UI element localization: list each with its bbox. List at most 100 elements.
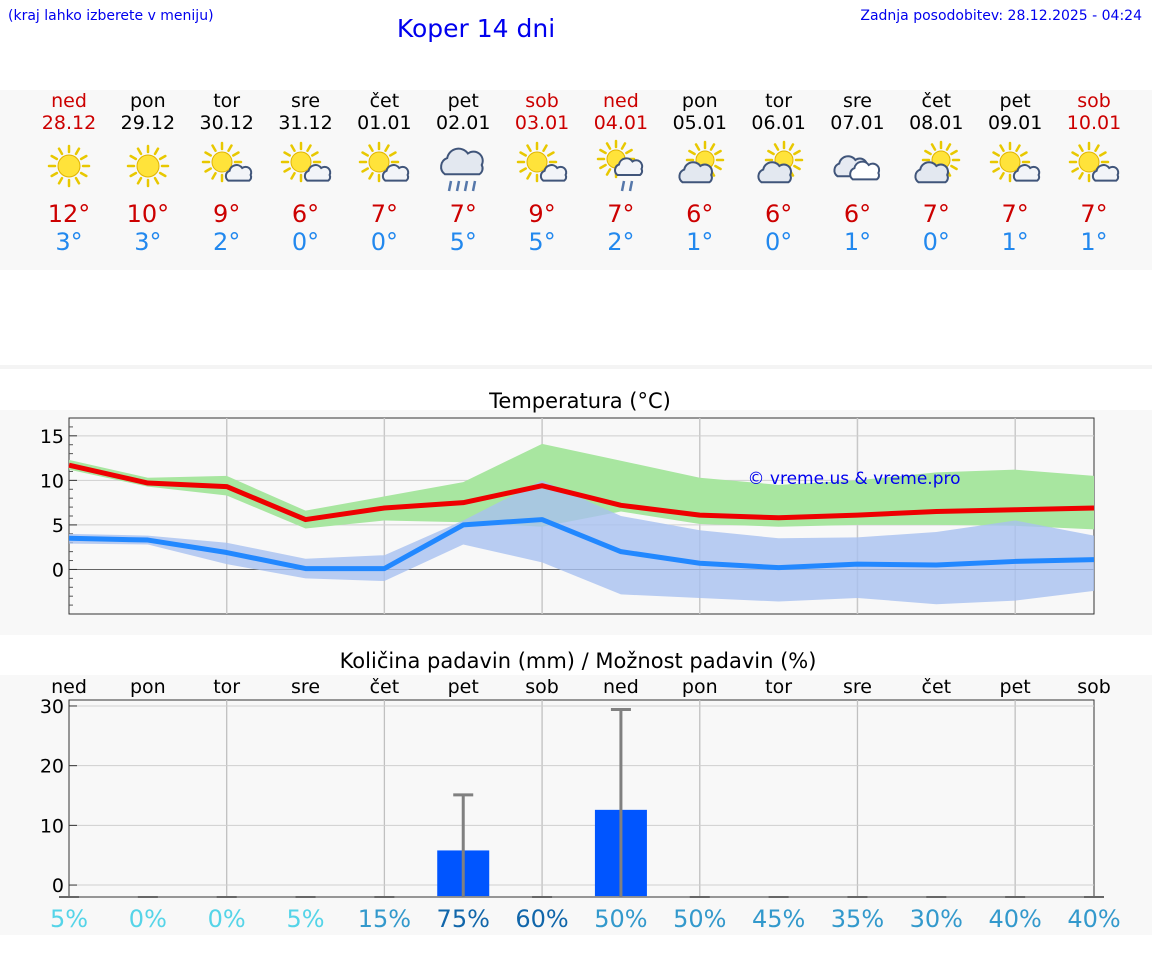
max-temperature: 12° xyxy=(47,200,91,228)
sun-cloud-icon xyxy=(989,141,1041,183)
day-name: sob xyxy=(1077,90,1111,112)
day-date: 28.12 xyxy=(41,112,97,134)
forecast-day: pet 09.01 7° 1° xyxy=(976,90,1054,256)
plot-area xyxy=(68,699,1095,898)
day-date: 09.01 xyxy=(987,112,1043,134)
precipitation-probability: 40% xyxy=(988,905,1041,933)
daily-forecast-strip: ned 28.12 12° 3° pon 29.12 10° 3° tor 30.12 9° 2° sr… xyxy=(0,90,1152,270)
min-temperature: 0° xyxy=(370,228,399,256)
day-date: 29.12 xyxy=(120,112,176,134)
day-name: sre xyxy=(291,90,321,112)
day-date: 31.12 xyxy=(278,112,333,134)
min-temperature: 5° xyxy=(528,228,556,256)
sun-icon xyxy=(126,144,170,188)
forecast-day: ned 04.01 7° 2° xyxy=(582,90,660,256)
y-tick-label: 30 xyxy=(40,696,64,718)
day-date: 03.01 xyxy=(514,112,570,134)
min-temperature: 3° xyxy=(55,228,83,256)
day-label: čet xyxy=(922,676,952,698)
precipitation-probability: 5% xyxy=(50,905,88,933)
page-title: Koper 14 dni xyxy=(396,14,556,43)
day-label: pon xyxy=(682,676,718,698)
day-name: tor xyxy=(765,90,793,112)
min-temperature: 1° xyxy=(686,228,714,256)
day-name: pon xyxy=(129,90,166,112)
day-date: 10.01 xyxy=(1066,112,1122,134)
day-date: 02.01 xyxy=(436,112,491,134)
y-tick-label: 10 xyxy=(40,815,64,837)
max-temperature: 7° xyxy=(1080,200,1108,228)
precipitation-probability: 40% xyxy=(1067,905,1120,933)
forecast-day: sre 31.12 6° 0° xyxy=(267,90,345,256)
day-label: sob xyxy=(1077,676,1111,698)
min-temperature-line xyxy=(68,517,1095,572)
y-tick-label: 0 xyxy=(52,559,64,581)
day-name: sob xyxy=(525,90,559,112)
day-date: 08.01 xyxy=(909,112,964,134)
sun-cloud-icon xyxy=(1068,141,1120,183)
cloud-sun-icon xyxy=(678,140,725,184)
chart-title: Temperatura (°C) xyxy=(488,389,671,413)
empty-panel xyxy=(0,270,1152,369)
day-date: 06.01 xyxy=(751,112,806,134)
day-name: pet xyxy=(999,90,1031,112)
precipitation-probability: 5% xyxy=(286,905,324,933)
max-temperature: 7° xyxy=(370,200,399,228)
max-temperature: 6° xyxy=(291,200,320,228)
min-temperature: 1° xyxy=(1080,228,1108,256)
max-temperature: 9° xyxy=(528,200,556,228)
precipitation-probability: 60% xyxy=(515,905,568,933)
forecast-day: pon 05.01 6° 1° xyxy=(661,90,739,256)
forecast-day: čet 08.01 7° 0° xyxy=(897,90,975,256)
day-label: čet xyxy=(370,676,400,698)
day-name: tor xyxy=(213,90,241,112)
day-name: ned xyxy=(51,90,87,112)
max-temperature-band xyxy=(69,443,1094,530)
day-date: 04.01 xyxy=(593,112,649,134)
forecast-day: pon 29.12 10° 3° xyxy=(109,90,187,256)
min-temperature: 0° xyxy=(764,228,793,256)
forecast-day: tor 30.12 9° 2° xyxy=(188,90,266,256)
forecast-day: sob 03.01 9° 5° xyxy=(503,90,581,256)
day-date: 30.12 xyxy=(199,112,254,134)
day-label: sre xyxy=(843,676,872,698)
min-temperature: 0° xyxy=(291,228,320,256)
max-temperature: 6° xyxy=(686,200,714,228)
max-temperature: 7° xyxy=(449,200,477,228)
max-temperature: 6° xyxy=(764,200,793,228)
day-name: čet xyxy=(921,90,952,112)
y-tick-label: 10 xyxy=(40,470,64,492)
precipitation-probability: 30% xyxy=(910,905,963,933)
min-temperature: 3° xyxy=(134,228,162,256)
day-label: sob xyxy=(525,676,559,698)
cloud-sun-icon xyxy=(757,140,803,184)
max-temperature: 7° xyxy=(922,200,950,228)
precipitation-probability: 35% xyxy=(831,905,884,933)
y-tick-label: 0 xyxy=(52,875,64,897)
min-temperature: 2° xyxy=(213,228,241,256)
precipitation-probability: 15% xyxy=(358,905,411,933)
day-label: sre xyxy=(291,676,320,698)
precipitation-probability: 75% xyxy=(437,905,490,933)
cloud-icon xyxy=(833,155,881,181)
day-label: ned xyxy=(603,676,639,698)
sun-cloud-rain-icon xyxy=(596,139,644,192)
max-temperature: 10° xyxy=(126,200,170,228)
sun-cloud-icon xyxy=(201,141,252,183)
forecast-day: pet 02.01 7° 5° xyxy=(424,90,502,256)
day-name: sre xyxy=(842,90,872,112)
max-temperature: 7° xyxy=(607,200,635,228)
day-label: ned xyxy=(51,676,87,698)
day-date: 07.01 xyxy=(830,112,885,134)
cloud-sun-icon xyxy=(914,140,961,184)
y-tick-label: 15 xyxy=(40,426,64,448)
max-temperature: 9° xyxy=(213,200,241,228)
day-label: pon xyxy=(130,676,166,698)
precipitation-probability: 50% xyxy=(673,905,726,933)
location-hint[interactable]: (kraj lahko izberete v meniju) xyxy=(8,8,214,24)
y-tick-label: 20 xyxy=(40,756,64,778)
cloud-rain-icon xyxy=(440,147,484,192)
sun-cloud-icon xyxy=(359,141,410,183)
forecast-day: ned 28.12 12° 3° xyxy=(30,90,108,256)
min-temperature: 2° xyxy=(607,228,635,256)
